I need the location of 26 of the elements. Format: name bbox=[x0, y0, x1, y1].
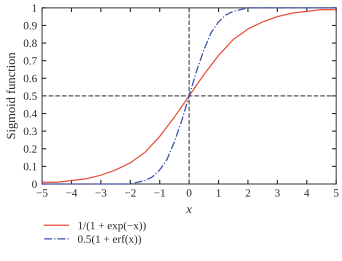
x-tick-label: 4 bbox=[304, 189, 310, 197]
y-tick-label: 0.2 bbox=[24, 145, 37, 153]
y-tick-label: 0.3 bbox=[24, 128, 37, 136]
legend-label: 1/(1 + exp(−x)) bbox=[78, 221, 146, 232]
x-tick-label: −4 bbox=[66, 189, 78, 197]
y-axis-title: Sigmoid function bbox=[6, 52, 18, 139]
x-axis-title: x bbox=[186, 207, 192, 214]
x-tick-label: 1 bbox=[216, 189, 221, 197]
y-tick-label: 0.4 bbox=[24, 110, 38, 118]
y-tick-label: 0.8 bbox=[24, 40, 37, 48]
x-tick-label: −3 bbox=[96, 189, 106, 197]
x-tick-label: −1 bbox=[154, 189, 165, 197]
y-tick-label: 1 bbox=[32, 4, 37, 12]
y-tick-label: 0.7 bbox=[24, 57, 37, 65]
x-tick-label: 0 bbox=[186, 189, 192, 197]
y-tick-label: 0.9 bbox=[24, 22, 37, 30]
y-tick-label: 0 bbox=[32, 180, 37, 188]
x-tick-label: −5 bbox=[36, 189, 48, 197]
legend-label: 0.5(1 + erf(x)) bbox=[78, 234, 141, 246]
y-tick-label: 0.5 bbox=[24, 92, 37, 100]
y-tick-label: 0.6 bbox=[24, 74, 37, 82]
x-tick-label: 5 bbox=[334, 189, 339, 197]
x-tick-label: 3 bbox=[275, 189, 280, 197]
x-tick-label: 2 bbox=[246, 189, 250, 197]
x-tick-label: −2 bbox=[124, 189, 136, 197]
y-tick-label: 0.1 bbox=[24, 162, 37, 170]
